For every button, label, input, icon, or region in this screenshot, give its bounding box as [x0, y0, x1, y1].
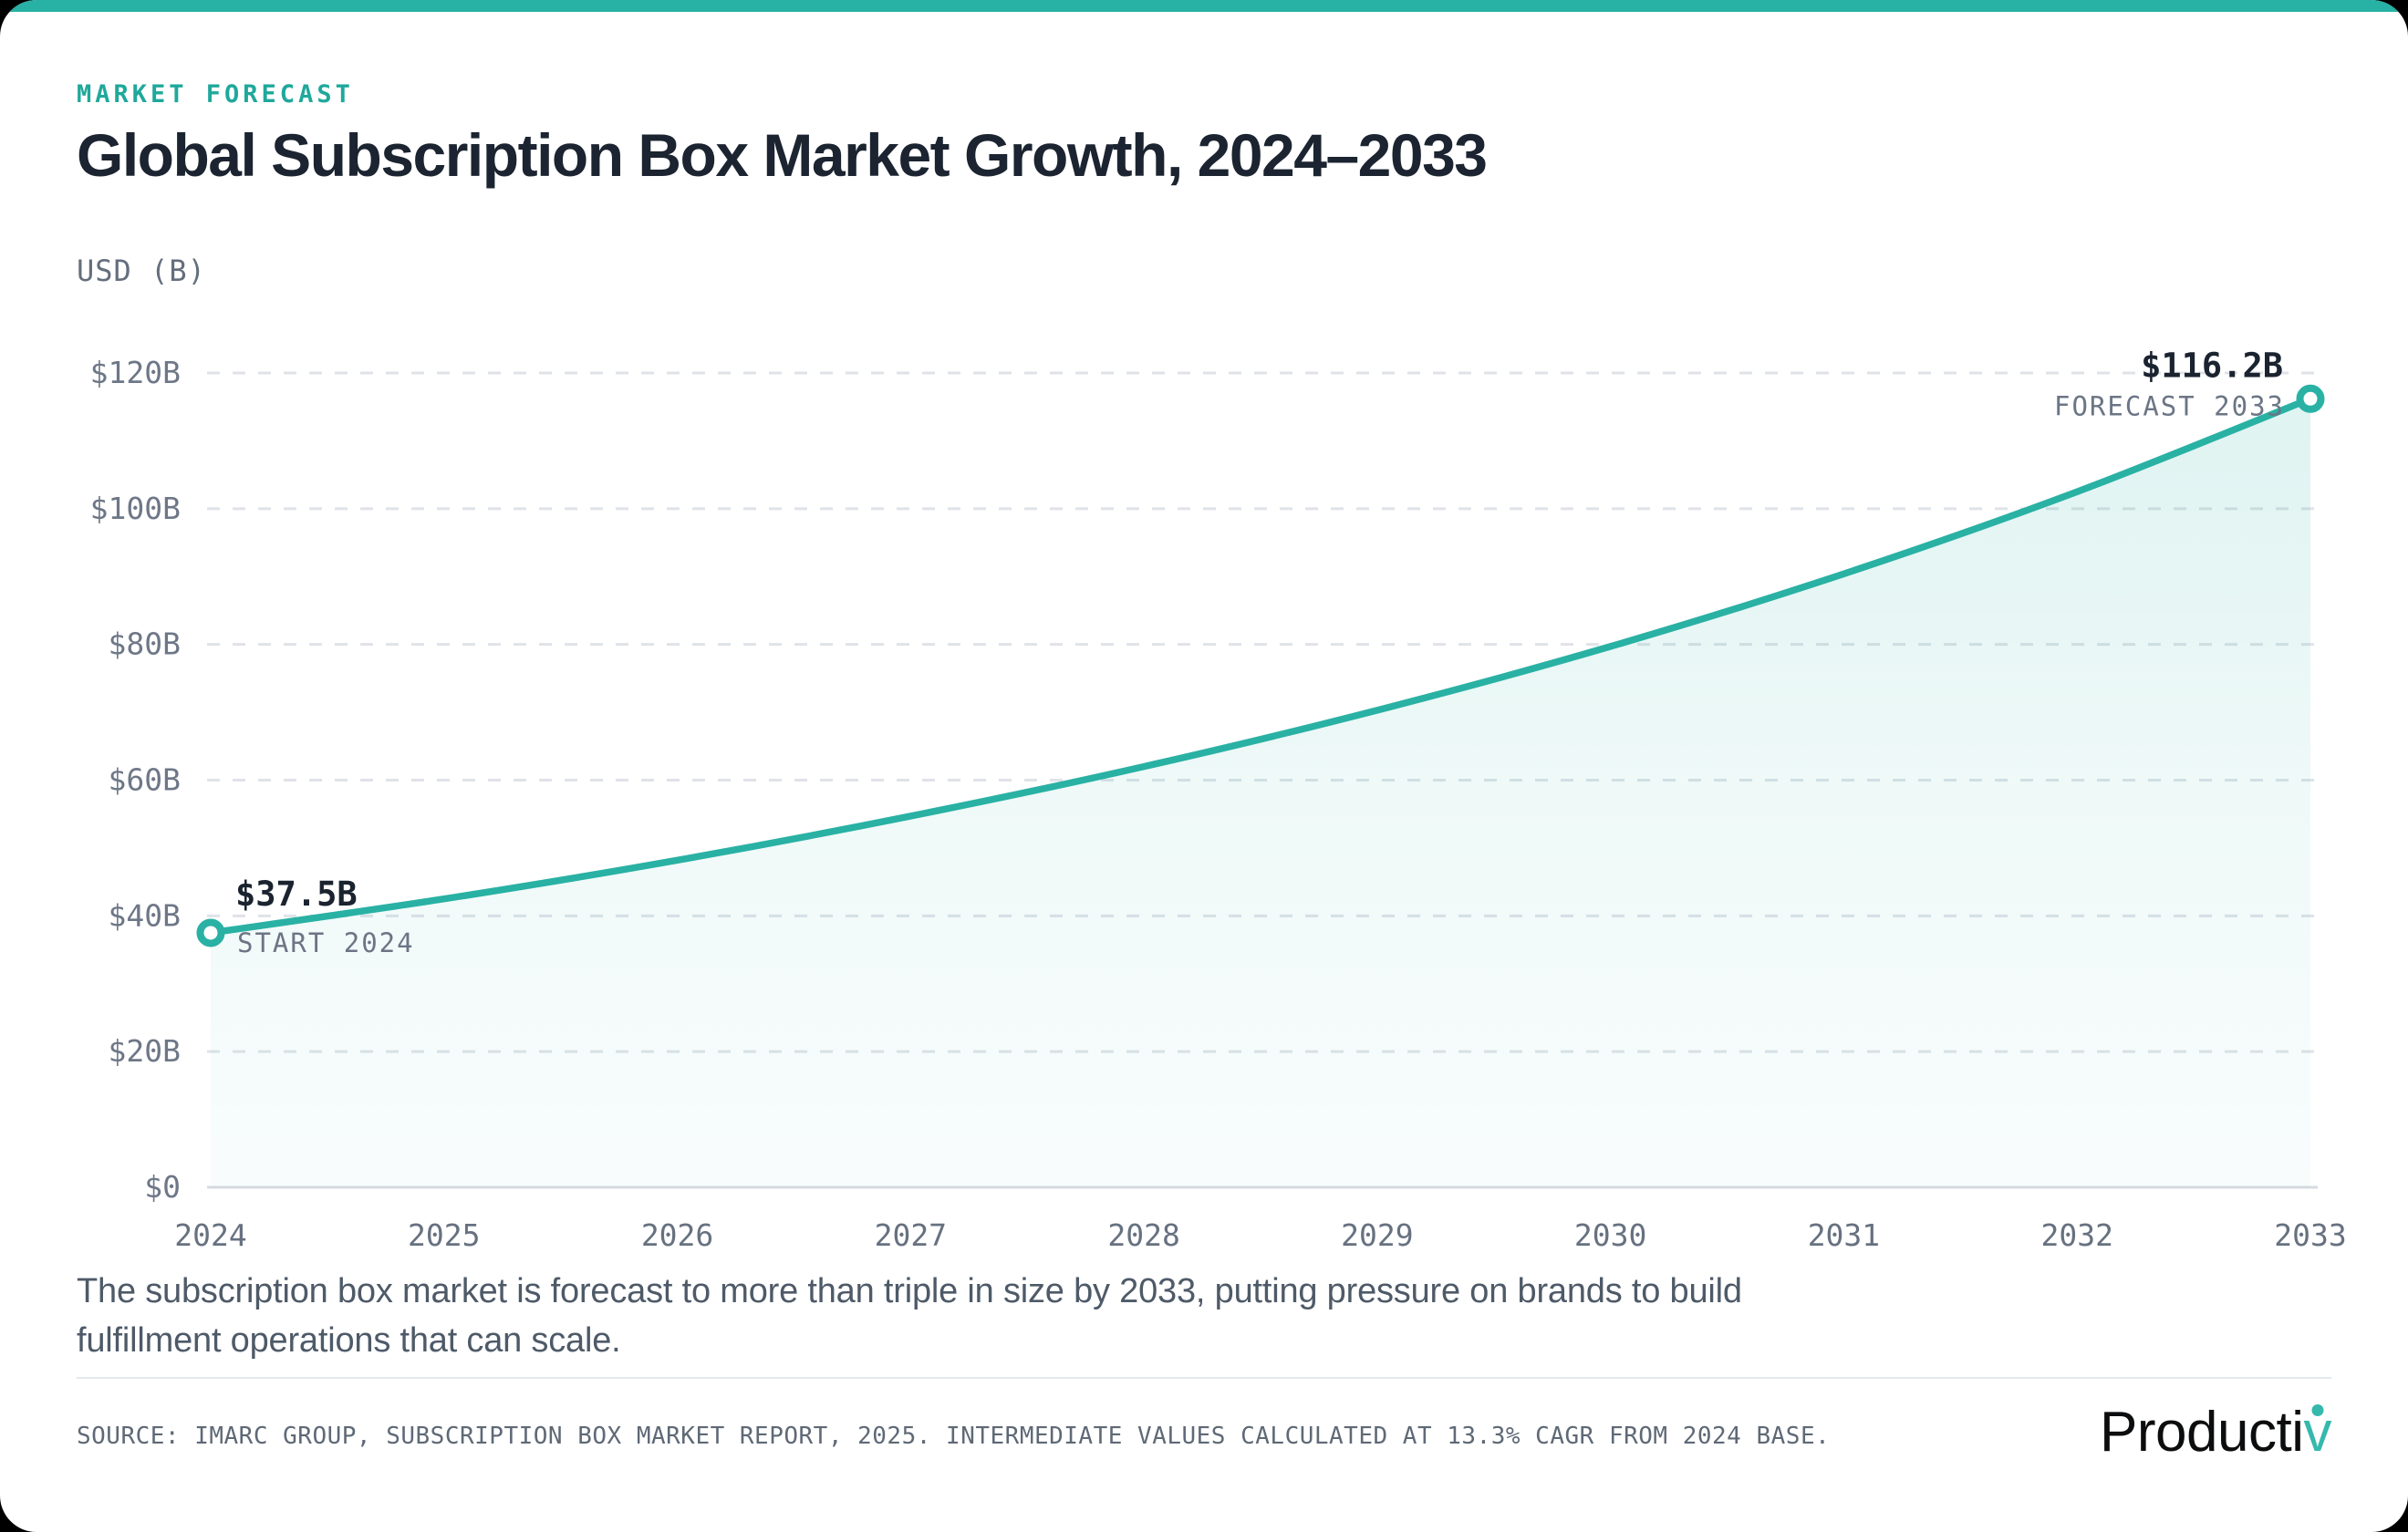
x-tick-label: 2024	[174, 1217, 246, 1253]
brand-logo-accent-letter: v	[2304, 1404, 2332, 1461]
y-tick-label: $80B	[109, 626, 181, 662]
x-tick-label: 2030	[1574, 1217, 1646, 1253]
brand-logo-text: Producti	[2100, 1401, 2304, 1464]
source-note: SOURCE: IMARC GROUP, SUBSCRIPTION BOX MA…	[77, 1423, 1831, 1450]
end-point-marker	[2296, 384, 2325, 413]
accent-bar	[0, 0, 2408, 12]
eyebrow-label: MARKET FORECAST	[77, 80, 354, 109]
x-tick-label: 2027	[875, 1217, 947, 1253]
annotation-sub: FORECAST 2033	[2054, 390, 2285, 421]
x-tick-label: 2028	[1107, 1217, 1179, 1253]
x-tick-label: 2025	[408, 1217, 480, 1253]
page-title: Global Subscription Box Market Growth, 2…	[77, 121, 1488, 189]
y-tick-label: $60B	[109, 762, 181, 798]
x-tick-label: 2026	[641, 1217, 713, 1253]
annotation-value: $37.5B	[235, 875, 358, 914]
start-point-marker	[196, 918, 225, 947]
brand-logo: Productiv	[2100, 1404, 2331, 1461]
chart-caption: The subscription box market is forecast …	[77, 1272, 1742, 1360]
area-fill	[211, 399, 2310, 1187]
brand-logo-dot	[2311, 1404, 2324, 1416]
trend-line	[207, 395, 2314, 937]
y-tick-label: $0	[144, 1169, 181, 1205]
x-tick-label: 2032	[2040, 1217, 2112, 1253]
x-tick-label: 2033	[2274, 1217, 2346, 1253]
x-tick-label: 2031	[1808, 1217, 1880, 1253]
y-tick-label: $100B	[90, 491, 181, 526]
footer-divider	[77, 1377, 2331, 1379]
annotation-value: $116.2B	[2141, 346, 2283, 385]
y-tick-label: $20B	[109, 1033, 181, 1069]
annotation-sub: START 2024	[237, 927, 415, 958]
y-tick-label: $120B	[90, 355, 181, 390]
x-tick-label: 2029	[1341, 1217, 1413, 1253]
y-tick-label: $40B	[109, 897, 181, 933]
axis-unit-label: USD (B)	[77, 254, 206, 288]
